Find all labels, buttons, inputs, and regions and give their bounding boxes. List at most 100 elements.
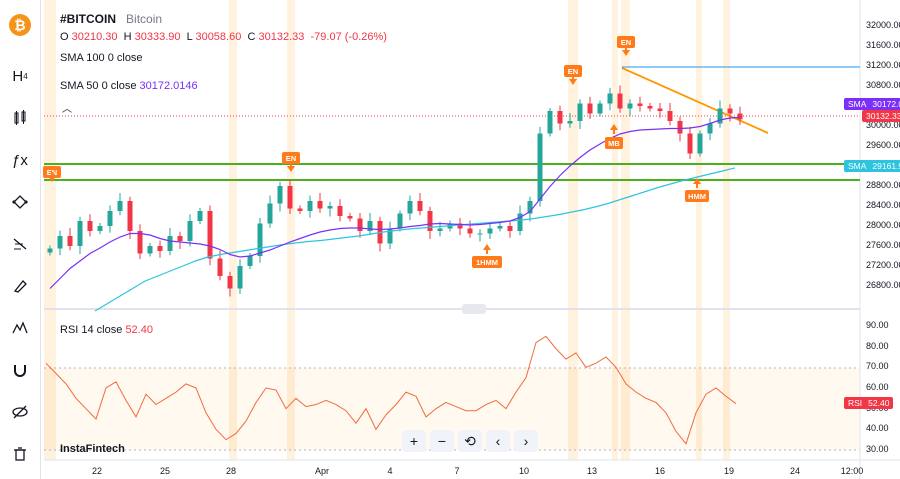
annotation-marker: HMM [685,178,709,202]
candle-body [537,133,543,201]
annotation-marker: EN [564,65,582,85]
rsi-axis-label: 80.00 [866,340,889,351]
sma100-legend[interactable]: SMA 100 0 close [60,52,143,64]
time-axis-label: 12:00 [840,466,864,476]
rsi-axis-label: 30.00 [866,444,889,454]
magnet-icon[interactable] [6,356,34,384]
price-axis-label: 31600.00 [866,40,900,50]
fib-icon[interactable] [6,230,34,258]
high-label: H [123,31,132,43]
candle-body [567,121,573,124]
highlight-band [229,0,237,460]
zoom-in-button[interactable]: + [402,430,426,452]
annotation-marker: EN [617,36,635,56]
candle-body [607,93,613,104]
candle-body [427,211,433,231]
candle-body [437,228,443,231]
brand-watermark: InstaFintech [60,443,125,455]
rsi-axis-label: 60.00 [866,382,889,392]
candle-body [217,258,223,276]
trend-line-icon[interactable] [6,188,34,216]
open-label: O [60,31,69,43]
candle-body [177,236,183,241]
highlight-band [723,0,730,460]
bar-style-icon[interactable] [6,104,34,132]
descending-trend-line [621,67,769,134]
candle-body [707,123,713,134]
close-price-tag: 30132.33 [862,110,900,122]
sma50-tag-name: SMA [848,99,867,109]
candle-body [107,211,113,226]
candle-body [277,186,283,204]
candle-body [77,221,83,246]
candle-body [267,203,273,224]
candle-body [547,111,553,134]
candle-body [327,206,333,209]
collapse-legend-icon[interactable]: ︿ [62,104,72,115]
highlight-band [568,0,578,460]
candle-body [287,186,293,209]
highlight-band [44,0,56,460]
rsi-legend[interactable]: RSI 14 close 52.40 [60,324,153,336]
hide-icon[interactable] [6,398,34,426]
candle-body [687,133,693,154]
candle-body [667,111,673,121]
candle-body [237,266,243,289]
candle-body [697,133,703,154]
sma50-tag-value: 30172.01 [872,99,900,109]
candle-body [457,223,463,229]
candle-body [497,226,503,229]
session-highlights [44,0,730,460]
close-tag-value: 30132.33 [866,111,900,121]
sma100-tag-name: SMA [848,161,867,171]
annotation-label: 1HMM [476,258,498,267]
candle-body [517,213,523,231]
low-label: L [186,31,193,43]
candle-body [47,248,53,253]
annotation-marker: 1HMM [472,244,502,268]
candle-body [157,246,163,251]
zoom-out-button[interactable]: − [430,430,454,452]
annotation-markers: EN EN 1HMM EN EN MB HMM [43,36,709,268]
annotation-label: EN [621,38,631,47]
candle-body [587,103,593,114]
candle-body [247,256,253,266]
price-axis-label: 27600.00 [866,240,900,250]
indicators-icon[interactable]: ƒx [12,151,28,169]
rsi-axis-label: 40.00 [866,423,889,434]
candle-body [307,201,313,211]
scroll-forward-button[interactable]: › [514,430,538,452]
bitcoin-logo-icon[interactable]: ₿ [9,14,31,36]
candle-body [97,226,103,231]
time-axis-label: 7 [454,466,460,476]
candle-body [577,103,583,121]
rsi-line [45,335,737,445]
price-axis-label: 28400.00 [866,200,900,210]
trash-icon[interactable] [6,440,34,468]
candle-body [647,106,653,109]
candle-body [227,276,233,289]
annotation-marker: MB [605,124,623,149]
time-axis-label: 10 [518,466,530,476]
candle-body [477,233,483,235]
candle-body [207,211,213,259]
candle-body [127,201,133,231]
highlight-band [696,0,702,460]
rsi-label: RSI 14 close [60,324,123,336]
candle-body [637,103,643,106]
sma50-legend[interactable]: SMA 50 0 close 30172.0146 [60,80,198,92]
scroll-back-button[interactable]: ‹ [486,430,510,452]
candle-body [387,228,393,244]
pattern-icon[interactable] [6,314,34,342]
annotation-label: EN [286,154,296,163]
candle-body [257,223,263,256]
candle-body [467,228,473,234]
price-axis-label: 31200.00 [866,60,900,70]
reset-view-button[interactable]: ⟲ [458,430,482,452]
candle-body [487,228,493,234]
candles [47,85,743,297]
candle-body [57,236,63,249]
brush-icon[interactable] [6,272,34,300]
